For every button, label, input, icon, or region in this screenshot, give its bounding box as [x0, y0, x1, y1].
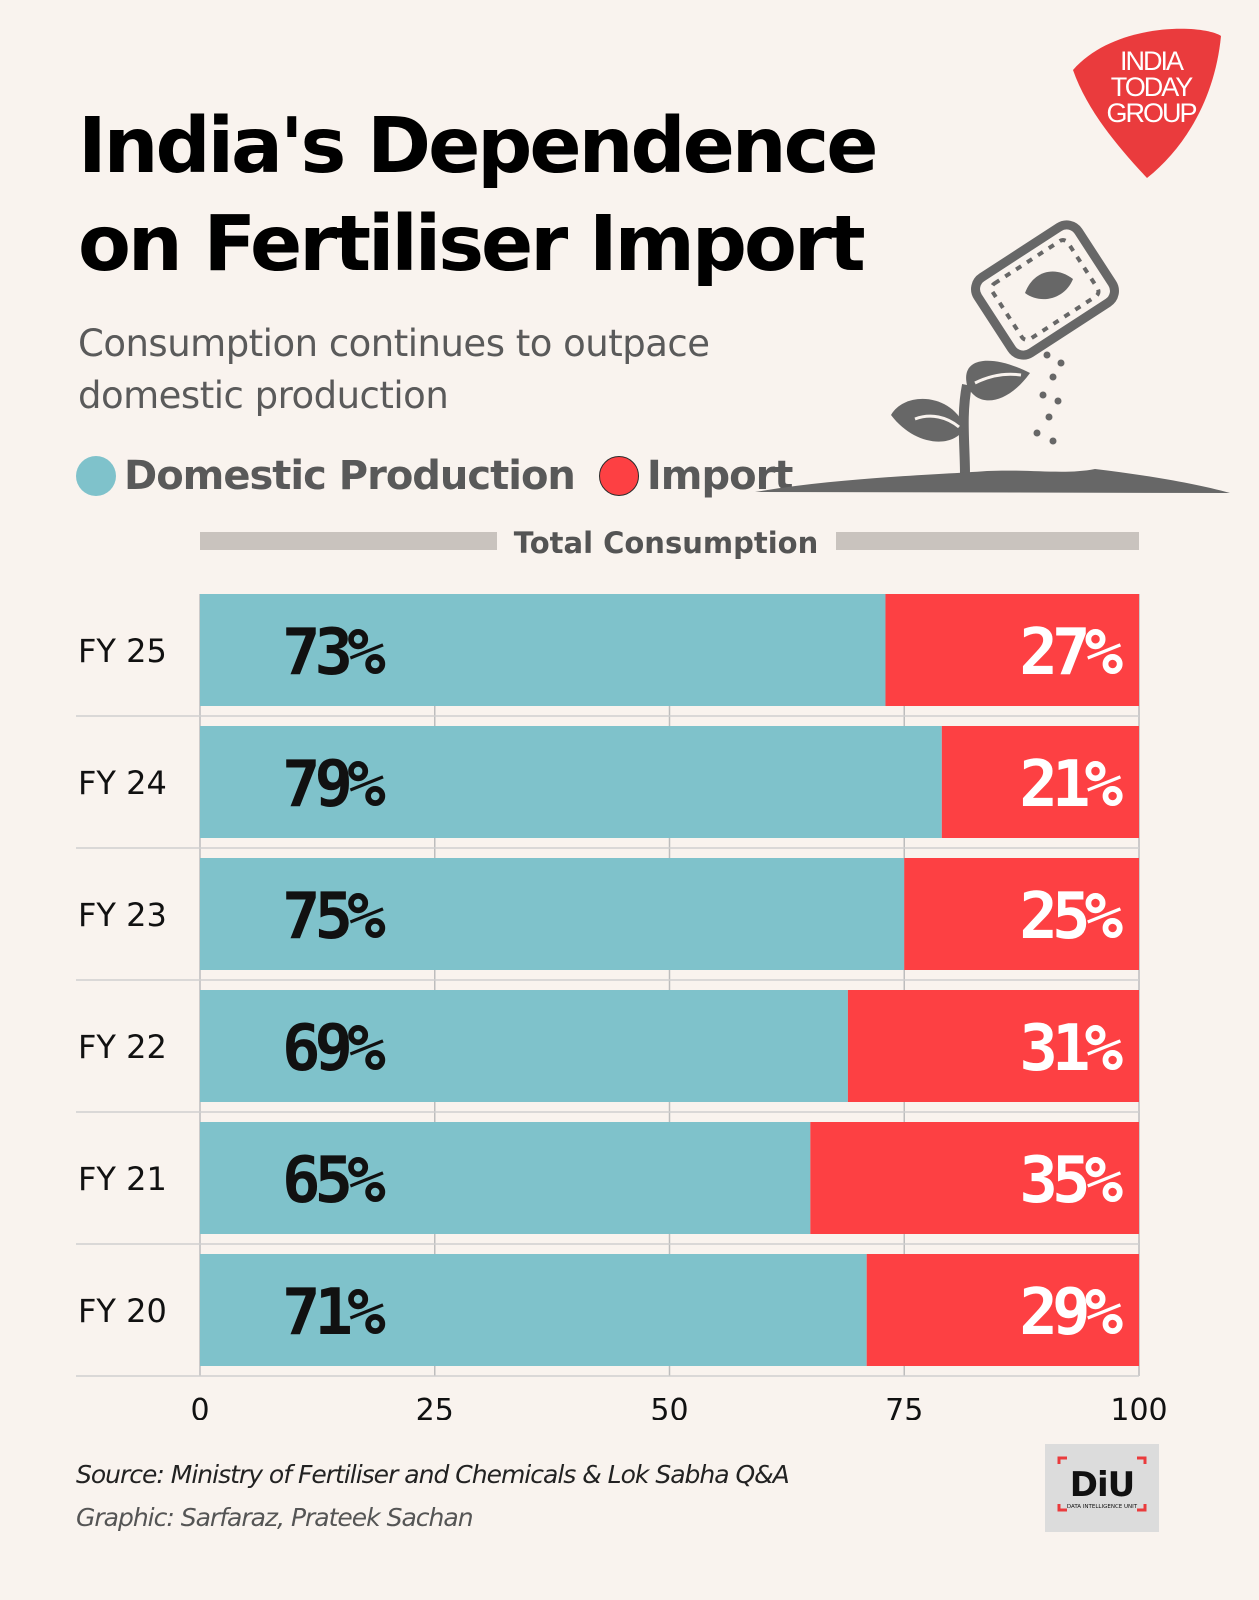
category-label: FY 22	[78, 1028, 167, 1066]
legend-swatch-import	[598, 456, 639, 496]
category-label: FY 20	[78, 1292, 167, 1330]
legend-swatch-domestic	[76, 456, 116, 496]
source-note: Source: Ministry of Fertiliser and Chemi…	[76, 1460, 790, 1489]
x-tick-label: 75	[885, 1393, 923, 1420]
diu-logo-subtext: DATA INTELLIGENCE UNIT	[1067, 1504, 1138, 1510]
chart-subtitle: Consumption continues to outpace domesti…	[78, 322, 710, 417]
soil-ground	[755, 469, 1230, 493]
bar-import	[904, 858, 1139, 970]
x-tick-label: 100	[1110, 1393, 1167, 1420]
data-label-domestic: 69%	[282, 1012, 386, 1086]
data-label-import: 21%	[1019, 748, 1123, 822]
x-tick-label: 50	[650, 1393, 688, 1420]
x-tick-label: 0	[190, 1393, 209, 1420]
title-line-2: on Fertiliser Import	[78, 200, 866, 289]
logo-text-india: INDIA	[1120, 46, 1184, 76]
data-label-domestic: 75%	[282, 880, 386, 954]
category-label: FY 21	[78, 1160, 167, 1198]
bar-import	[941, 726, 1139, 838]
header-bar-right	[836, 532, 1139, 550]
logo-text-today: TODAY	[1111, 72, 1194, 102]
data-label-domestic: 73%	[282, 616, 386, 690]
fertiliser-granules	[1033, 351, 1065, 445]
labels-layer: FY 25 73% 27% FY 24 79% 21% FY 23 75% 25% FY 22 69…	[78, 616, 1129, 1350]
india-today-group-logo: INDIA TODAY GROUP	[1073, 28, 1221, 178]
bar-domestic	[200, 594, 886, 706]
header-bar-left	[200, 532, 497, 550]
diu-logo-text: DiU	[1070, 1465, 1135, 1505]
fertiliser-plant-illustration	[755, 220, 1230, 493]
data-label-domestic: 65%	[282, 1144, 386, 1218]
legend: Domestic Production Import	[76, 450, 816, 502]
category-label: FY 24	[78, 764, 167, 802]
data-label-import: 25%	[1019, 880, 1123, 954]
data-label-domestic: 71%	[282, 1276, 386, 1350]
diu-logo-frame	[1057, 1456, 1147, 1512]
bar-domestic	[200, 1254, 867, 1366]
logo-text-group: GROUP	[1106, 98, 1196, 128]
diu-logo: DiU DATA INTELLIGENCE UNIT	[1045, 1444, 1159, 1532]
chart-title: India's Dependence on Fertiliser Import	[78, 98, 878, 294]
graphic-credit: Graphic: Sarfaraz, Prateek Sachan	[76, 1503, 474, 1532]
bar-domestic	[200, 726, 942, 838]
bar-domestic	[200, 990, 848, 1102]
bar-import	[847, 990, 1139, 1102]
data-label-domestic: 79%	[282, 748, 386, 822]
stacked-bar-chart: 0 25 50 75 100 Total Consumption FY 25 73% 27%…	[76, 526, 1168, 1420]
legend-label-domestic: Domestic Production	[124, 453, 576, 499]
x-tick-label: 25	[416, 1393, 454, 1420]
data-label-import: 29%	[1019, 1276, 1123, 1350]
title-line-1: India's Dependence	[78, 102, 878, 191]
bar-import	[866, 1254, 1139, 1366]
data-label-import: 35%	[1019, 1144, 1123, 1218]
grid-layer: 0 25 50 75 100	[76, 594, 1168, 1420]
total-consumption-header: Total Consumption	[200, 526, 1139, 560]
bar-domestic	[200, 1122, 811, 1234]
bar-domestic	[200, 858, 905, 970]
bars-layer	[200, 594, 1139, 1366]
logo-shield-shape	[1073, 28, 1221, 178]
category-label: FY 23	[78, 896, 167, 934]
category-label: FY 25	[78, 632, 167, 670]
plant-sprout-icon	[891, 360, 1030, 476]
fertiliser-bag-icon	[971, 220, 1119, 360]
bar-import	[810, 1122, 1139, 1234]
data-label-import: 31%	[1019, 1012, 1123, 1086]
header-label: Total Consumption	[514, 526, 818, 560]
data-label-import: 27%	[1019, 616, 1123, 690]
bar-import	[885, 594, 1139, 706]
legend-item-domestic: Domestic Production	[76, 453, 576, 499]
